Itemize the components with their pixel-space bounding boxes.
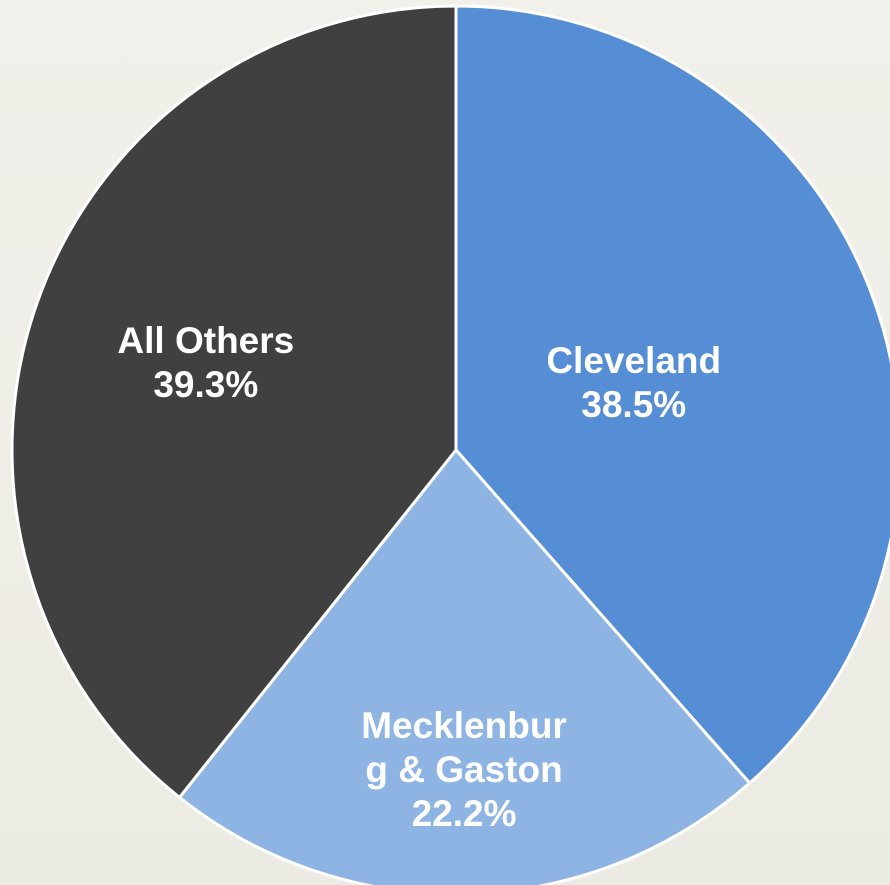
slice-label: Mecklenburg & Gaston 22.2% [357, 704, 572, 836]
slice-label: Cleveland 38.5% [504, 339, 764, 427]
value-label: 22.2% [411, 792, 517, 834]
pie-slice [10, 4, 458, 800]
value-label: 39.3% [153, 363, 259, 405]
category-label: Mecklenburg & Gaston [361, 704, 567, 790]
category-label: Cleveland [546, 339, 722, 381]
pie-slice [454, 4, 890, 786]
pie-slice [177, 447, 752, 885]
category-label: All Others [117, 319, 295, 361]
slice-label: All Others 39.3% [76, 319, 336, 407]
value-label: 38.5% [581, 383, 687, 425]
